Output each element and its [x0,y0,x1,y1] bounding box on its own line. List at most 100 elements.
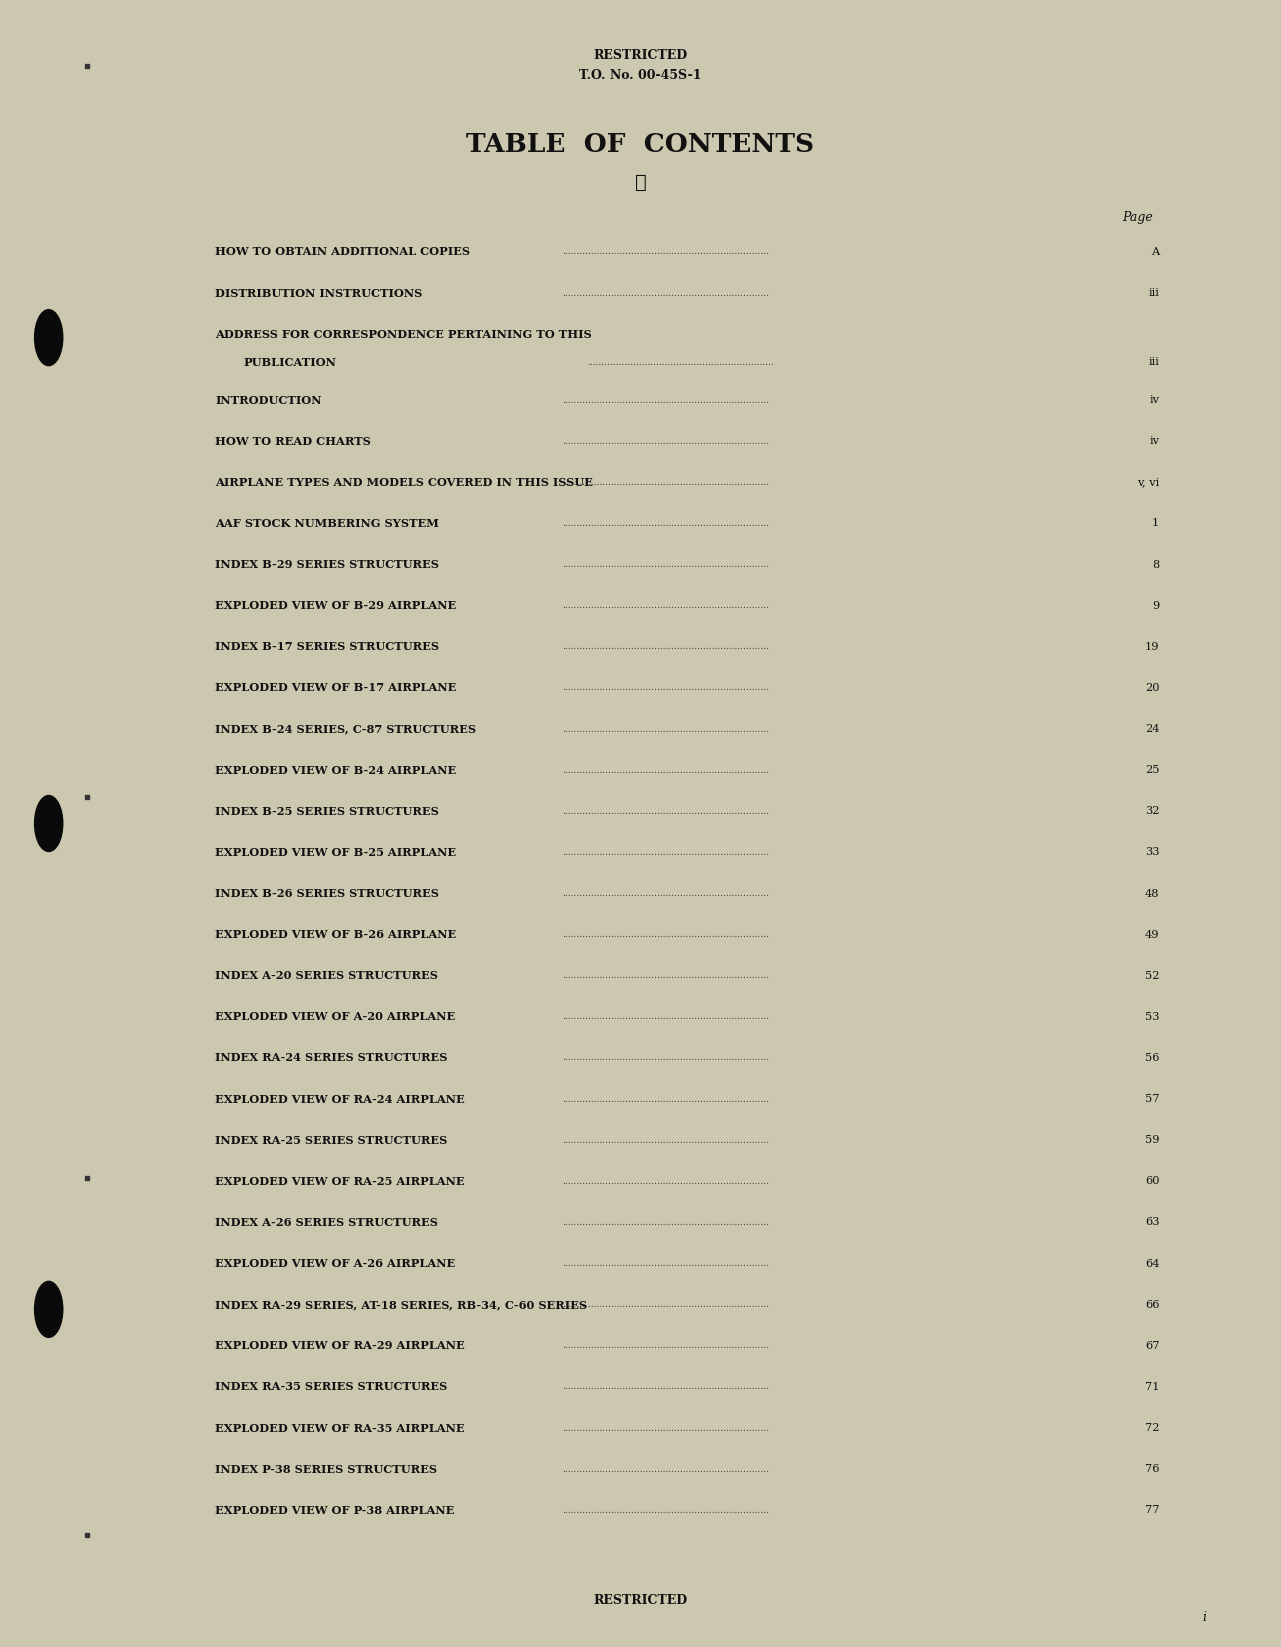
Text: ........................................................................: ........................................… [562,560,770,568]
Ellipse shape [35,310,63,366]
Text: 77: 77 [1145,1505,1159,1515]
Text: A: A [1152,247,1159,257]
Text: ........................................................................: ........................................… [562,807,770,815]
Text: 25: 25 [1145,766,1159,776]
Text: 9: 9 [1152,601,1159,611]
Text: ........................................................................: ........................................… [562,1299,770,1309]
Text: ★: ★ [634,175,647,191]
Text: EXPLODED VIEW OF P-38 AIRPLANE: EXPLODED VIEW OF P-38 AIRPLANE [215,1505,455,1515]
Text: RESTRICTED: RESTRICTED [593,1594,688,1607]
Text: INDEX B-26 SERIES STRUCTURES: INDEX B-26 SERIES STRUCTURES [215,888,439,899]
Text: 20: 20 [1145,684,1159,693]
Text: AAF STOCK NUMBERING SYSTEM: AAF STOCK NUMBERING SYSTEM [215,517,439,529]
Text: TABLE  OF  CONTENTS: TABLE OF CONTENTS [466,132,815,158]
Text: v, vi: v, vi [1138,478,1159,488]
Text: INDEX B-29 SERIES STRUCTURES: INDEX B-29 SERIES STRUCTURES [215,558,439,570]
Text: ........................................................................: ........................................… [562,1054,770,1062]
Text: ........................................................................: ........................................… [562,478,770,488]
Text: INDEX RA-29 SERIES, AT-18 SERIES, RB-34, C-60 SERIES: INDEX RA-29 SERIES, AT-18 SERIES, RB-34,… [215,1299,587,1311]
Text: AIRPLANE TYPES AND MODELS COVERED IN THIS ISSUE: AIRPLANE TYPES AND MODELS COVERED IN THI… [215,476,593,488]
Text: INTRODUCTION: INTRODUCTION [215,395,322,405]
Text: EXPLODED VIEW OF RA-35 AIRPLANE: EXPLODED VIEW OF RA-35 AIRPLANE [215,1423,465,1433]
Text: ........................................................................: ........................................… [562,766,770,774]
Text: EXPLODED VIEW OF B-25 AIRPLANE: EXPLODED VIEW OF B-25 AIRPLANE [215,847,456,858]
Text: 57: 57 [1145,1094,1159,1103]
Text: 24: 24 [1145,725,1159,735]
Text: iv: iv [1149,395,1159,405]
Text: ........................................................................: ........................................… [562,931,770,939]
Text: ........................................................................: ........................................… [562,436,770,446]
Text: iii: iii [1149,357,1159,367]
Text: ........................................................................: ........................................… [562,1095,770,1103]
Text: ........................................................................: ........................................… [562,395,770,405]
Text: EXPLODED VIEW OF A-26 AIRPLANE: EXPLODED VIEW OF A-26 AIRPLANE [215,1258,456,1270]
Text: ........................................................................: ........................................… [562,1178,770,1186]
Text: i: i [1202,1611,1207,1624]
Text: HOW TO READ CHARTS: HOW TO READ CHARTS [215,436,371,446]
Text: ........................................................................: ........................................… [562,848,770,856]
Text: INDEX B-17 SERIES STRUCTURES: INDEX B-17 SERIES STRUCTURES [215,641,439,652]
Text: 71: 71 [1145,1382,1159,1392]
Text: .................................................................: ........................................… [587,357,774,367]
Text: ........................................................................: ........................................… [562,1258,770,1268]
Text: EXPLODED VIEW OF B-26 AIRPLANE: EXPLODED VIEW OF B-26 AIRPLANE [215,929,456,940]
Text: ........................................................................: ........................................… [562,601,770,609]
Text: INDEX P-38 SERIES STRUCTURES: INDEX P-38 SERIES STRUCTURES [215,1464,437,1474]
Text: ........................................................................: ........................................… [562,725,770,733]
Text: INDEX A-26 SERIES STRUCTURES: INDEX A-26 SERIES STRUCTURES [215,1217,438,1229]
Text: 66: 66 [1145,1299,1159,1309]
Text: Page: Page [1122,211,1153,224]
Text: 53: 53 [1145,1011,1159,1021]
Text: 60: 60 [1145,1176,1159,1186]
Text: ........................................................................: ........................................… [562,288,770,298]
Text: RESTRICTED: RESTRICTED [593,49,688,63]
Text: ........................................................................: ........................................… [562,889,770,898]
Text: 19: 19 [1145,642,1159,652]
Text: 63: 63 [1145,1217,1159,1227]
Text: iii: iii [1149,288,1159,298]
Text: ........................................................................: ........................................… [562,1505,770,1515]
Text: INDEX A-20 SERIES STRUCTURES: INDEX A-20 SERIES STRUCTURES [215,970,438,982]
Text: INDEX RA-35 SERIES STRUCTURES: INDEX RA-35 SERIES STRUCTURES [215,1382,447,1392]
Text: PUBLICATION: PUBLICATION [243,357,337,367]
Text: ........................................................................: ........................................… [562,1219,770,1227]
Text: ........................................................................: ........................................… [562,684,770,692]
Text: ADDRESS FOR CORRESPONDENCE PERTAINING TO THIS: ADDRESS FOR CORRESPONDENCE PERTAINING TO… [215,329,592,339]
Text: 1: 1 [1152,519,1159,529]
Text: ........................................................................: ........................................… [562,1013,770,1021]
Text: HOW TO OBTAIN ADDITIONAL COPIES: HOW TO OBTAIN ADDITIONAL COPIES [215,247,470,257]
Text: 67: 67 [1145,1341,1159,1351]
Text: INDEX B-25 SERIES STRUCTURES: INDEX B-25 SERIES STRUCTURES [215,805,439,817]
Text: 72: 72 [1145,1423,1159,1433]
Text: ........................................................................: ........................................… [562,1136,770,1145]
Text: 49: 49 [1145,929,1159,940]
Text: 33: 33 [1145,848,1159,858]
Text: ........................................................................: ........................................… [562,1341,770,1351]
Text: EXPLODED VIEW OF RA-24 AIRPLANE: EXPLODED VIEW OF RA-24 AIRPLANE [215,1094,465,1105]
Text: 8: 8 [1152,560,1159,570]
Text: 52: 52 [1145,970,1159,980]
Text: ........................................................................: ........................................… [562,972,770,980]
Text: ........................................................................: ........................................… [562,642,770,651]
Text: 32: 32 [1145,807,1159,817]
Text: ........................................................................: ........................................… [562,1382,770,1392]
Text: 76: 76 [1145,1464,1159,1474]
Text: ........................................................................: ........................................… [562,519,770,529]
Text: EXPLODED VIEW OF RA-25 AIRPLANE: EXPLODED VIEW OF RA-25 AIRPLANE [215,1176,465,1187]
Text: DISTRIBUTION INSTRUCTIONS: DISTRIBUTION INSTRUCTIONS [215,288,423,298]
Text: 56: 56 [1145,1052,1159,1062]
Text: EXPLODED VIEW OF RA-29 AIRPLANE: EXPLODED VIEW OF RA-29 AIRPLANE [215,1341,465,1351]
Text: 48: 48 [1145,888,1159,899]
Text: ........................................................................: ........................................… [562,247,770,257]
Text: INDEX RA-24 SERIES STRUCTURES: INDEX RA-24 SERIES STRUCTURES [215,1052,447,1064]
Text: INDEX RA-25 SERIES STRUCTURES: INDEX RA-25 SERIES STRUCTURES [215,1135,447,1146]
Ellipse shape [35,796,63,851]
Text: INDEX B-24 SERIES, C-87 STRUCTURES: INDEX B-24 SERIES, C-87 STRUCTURES [215,723,477,735]
Text: iv: iv [1149,436,1159,446]
Ellipse shape [35,1281,63,1337]
Text: T.O. No. 00-45S-1: T.O. No. 00-45S-1 [579,69,702,82]
Text: EXPLODED VIEW OF A-20 AIRPLANE: EXPLODED VIEW OF A-20 AIRPLANE [215,1011,456,1023]
Text: EXPLODED VIEW OF B-24 AIRPLANE: EXPLODED VIEW OF B-24 AIRPLANE [215,764,456,776]
Text: 59: 59 [1145,1135,1159,1145]
Text: ........................................................................: ........................................… [562,1464,770,1474]
